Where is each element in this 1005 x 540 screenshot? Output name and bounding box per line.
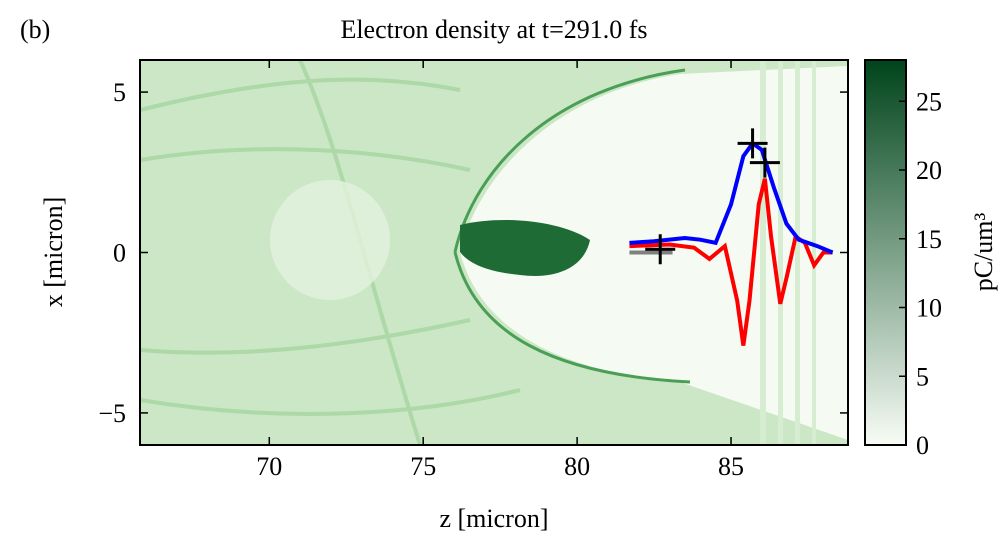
colorbar-tick-label: 25 <box>916 87 942 116</box>
panel-label: (b) <box>20 15 50 44</box>
data-line <box>629 140 834 255</box>
colorbar-tick-label: 0 <box>916 431 929 460</box>
y-axis-label: x [micron] <box>39 197 68 307</box>
x-tick-label: 80 <box>564 452 590 481</box>
colorbar-label: pC/um³ <box>969 213 998 292</box>
density-map <box>140 60 848 445</box>
chart-title: Electron density at t=291.0 fs <box>340 15 647 44</box>
data-line <box>629 178 833 346</box>
y-tick-label: 5 <box>113 78 126 107</box>
x-tick-label: 70 <box>256 452 282 481</box>
cross-marker <box>737 128 768 159</box>
cross-marker <box>749 147 780 178</box>
colorbar-tick-label: 15 <box>916 225 942 254</box>
x-tick-label: 75 <box>410 452 436 481</box>
x-axis-label: z [micron] <box>439 504 548 533</box>
colorbar-tick-label: 20 <box>916 156 942 185</box>
x-tick-label: 85 <box>718 452 744 481</box>
colorbar-tick-label: 5 <box>916 362 929 391</box>
colorbar-tick-label: 10 <box>916 294 942 323</box>
cross-marker <box>645 234 676 265</box>
colorbar <box>864 59 907 446</box>
y-tick-label: 0 <box>113 239 126 268</box>
y-tick-label: −5 <box>98 399 126 428</box>
